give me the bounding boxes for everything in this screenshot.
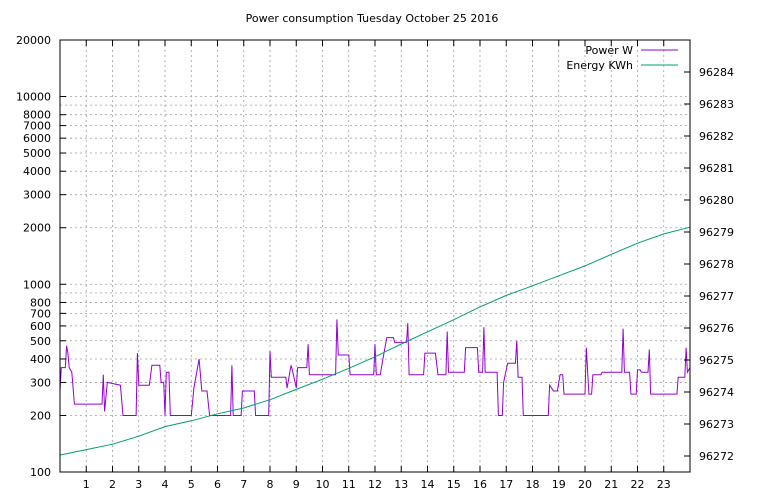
x-tick-label: 19 <box>552 478 566 491</box>
x-tick-label: 1 <box>83 478 90 491</box>
y-right-tick-label: 96283 <box>699 98 734 111</box>
legend: Power W Energy KWh <box>566 44 678 72</box>
series-line-1 <box>59 226 691 456</box>
y-right-tick-label: 96277 <box>699 290 734 303</box>
y-right-tick-label: 96278 <box>699 258 734 271</box>
x-tick-label: 22 <box>631 478 645 491</box>
x-tick-label: 5 <box>188 478 195 491</box>
y-right-tick-label: 96272 <box>699 450 734 463</box>
y-left-tick-label: 500 <box>30 335 51 348</box>
y-left-tick-label: 20000 <box>16 34 51 47</box>
y-left-tick-label: 400 <box>30 353 51 366</box>
y-right-tick-label: 96280 <box>699 194 734 207</box>
y-left-tick-label: 5000 <box>23 147 51 160</box>
x-tick-label: 21 <box>604 478 618 491</box>
x-tick-label: 23 <box>657 478 671 491</box>
y-left-tick-label: 3000 <box>23 189 51 202</box>
x-tick-label: 9 <box>293 478 300 491</box>
y-right-tick-label: 96279 <box>699 226 734 239</box>
x-tick-label: 4 <box>162 478 169 491</box>
grid-lines <box>60 39 690 473</box>
y-left-tick-label: 7000 <box>23 120 51 133</box>
y-left-tick-label: 300 <box>30 376 51 389</box>
x-tick-label: 12 <box>368 478 382 491</box>
series-line-0 <box>59 319 691 416</box>
axis-ticks: 1 2 3 4 5 6 7 8 9 10 11 12 13 14 15 16 17 18 19 20 21 22 23100… <box>16 34 734 491</box>
y-right-tick-label: 96276 <box>699 322 734 335</box>
x-tick-label: 14 <box>421 478 435 491</box>
x-tick-label: 15 <box>447 478 461 491</box>
series-layer <box>59 226 691 456</box>
legend-label-1: Energy KWh <box>566 59 633 72</box>
y-left-tick-label: 600 <box>30 320 51 333</box>
y-left-tick-label: 10000 <box>16 91 51 104</box>
x-tick-label: 8 <box>267 478 274 491</box>
y-right-tick-label: 96281 <box>699 162 734 175</box>
y-left-tick-label: 4000 <box>23 165 51 178</box>
y-left-tick-label: 200 <box>30 409 51 422</box>
y-right-tick-label: 96273 <box>699 418 734 431</box>
y-left-tick-label: 6000 <box>23 132 51 145</box>
y-left-tick-label: 2000 <box>23 222 51 235</box>
x-tick-label: 17 <box>499 478 513 491</box>
legend-label-0: Power W <box>585 44 633 57</box>
x-tick-label: 6 <box>214 478 221 491</box>
x-tick-label: 10 <box>316 478 330 491</box>
x-tick-label: 18 <box>526 478 540 491</box>
y-left-tick-label: 1000 <box>23 278 51 291</box>
y-right-tick-label: 96284 <box>699 66 734 79</box>
chart-title: Power consumption Tuesday October 25 201… <box>246 12 499 25</box>
y-left-tick-label: 800 <box>30 296 51 309</box>
y-right-tick-label: 96274 <box>699 386 734 399</box>
x-tick-label: 13 <box>394 478 408 491</box>
x-tick-label: 11 <box>342 478 356 491</box>
x-tick-label: 16 <box>473 478 487 491</box>
x-tick-label: 7 <box>240 478 247 491</box>
y-left-tick-label: 100 <box>30 466 51 479</box>
x-tick-label: 3 <box>135 478 142 491</box>
y-left-tick-label: 700 <box>30 307 51 320</box>
x-tick-label: 20 <box>578 478 592 491</box>
y-right-tick-label: 96275 <box>699 354 734 367</box>
y-left-tick-label: 8000 <box>23 109 51 122</box>
x-tick-label: 2 <box>109 478 116 491</box>
y-right-tick-label: 96282 <box>699 130 734 143</box>
